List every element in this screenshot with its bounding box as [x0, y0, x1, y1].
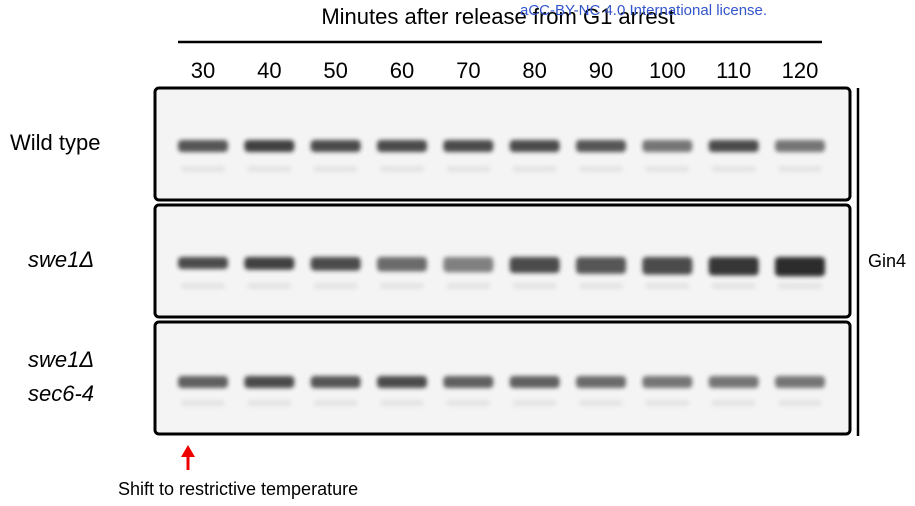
- band: [576, 257, 626, 274]
- band: [509, 140, 560, 152]
- timepoint-label: 60: [390, 58, 414, 83]
- band: [178, 376, 228, 388]
- band: [244, 140, 295, 152]
- band: [178, 140, 228, 152]
- faint-band: [778, 166, 822, 172]
- faint-band: [579, 166, 623, 172]
- band: [443, 140, 494, 152]
- band: [509, 257, 560, 273]
- faint-band: [711, 400, 756, 406]
- row-label: swe1Δ: [28, 247, 94, 272]
- band: [576, 140, 626, 152]
- band: [244, 376, 295, 388]
- timepoint-label: 50: [323, 58, 347, 83]
- band: [178, 257, 228, 269]
- faint-band: [778, 283, 822, 289]
- band: [775, 140, 825, 152]
- faint-band: [380, 283, 424, 289]
- faint-band: [512, 166, 557, 172]
- row-label: sec6-4: [28, 381, 94, 406]
- band: [708, 376, 759, 388]
- faint-band: [380, 400, 424, 406]
- faint-band: [247, 283, 292, 289]
- faint-band: [313, 400, 358, 406]
- header-title: Minutes after release from G1 arrest: [321, 4, 674, 29]
- band: [244, 257, 295, 270]
- arrow-head: [181, 445, 195, 457]
- faint-band: [579, 283, 623, 289]
- faint-band: [181, 283, 225, 289]
- timepoint-label: 90: [589, 58, 613, 83]
- band: [642, 376, 693, 388]
- band: [443, 376, 494, 388]
- timepoint-label: 120: [782, 58, 819, 83]
- row-label: swe1Δ: [28, 347, 94, 372]
- band: [310, 376, 361, 388]
- faint-band: [446, 400, 491, 406]
- faint-band: [446, 166, 491, 172]
- faint-band: [512, 283, 557, 289]
- band: [509, 376, 560, 388]
- band: [443, 257, 494, 273]
- faint-band: [247, 400, 292, 406]
- timepoint-label: 80: [522, 58, 546, 83]
- faint-band: [247, 166, 292, 172]
- faint-band: [778, 400, 822, 406]
- band: [708, 140, 759, 152]
- faint-band: [645, 283, 690, 289]
- antibody-label: Gin4: [868, 251, 906, 271]
- faint-band: [380, 166, 424, 172]
- row-label: Wild type: [10, 130, 100, 155]
- band: [576, 376, 626, 388]
- faint-band: [645, 166, 690, 172]
- band: [642, 140, 693, 152]
- faint-band: [645, 400, 690, 406]
- band: [377, 376, 427, 388]
- band: [377, 140, 427, 152]
- band: [775, 257, 825, 277]
- band: [642, 257, 693, 275]
- band: [708, 257, 759, 276]
- band: [377, 257, 427, 272]
- timepoint-label: 110: [716, 58, 751, 83]
- faint-band: [446, 283, 491, 289]
- license-text: aCC-BY-NC 4.0 International license.: [520, 2, 767, 19]
- timepoint-label: 70: [456, 58, 480, 83]
- faint-band: [711, 283, 756, 289]
- faint-band: [512, 400, 557, 406]
- faint-band: [579, 400, 623, 406]
- annotation: Shift to restrictive temperature: [118, 479, 358, 499]
- band: [775, 376, 825, 388]
- faint-band: [313, 283, 358, 289]
- faint-band: [711, 166, 756, 172]
- timepoint-label: 100: [649, 58, 686, 83]
- faint-band: [313, 166, 358, 172]
- timepoint-label: 30: [191, 58, 215, 83]
- faint-band: [181, 400, 225, 406]
- band: [310, 140, 361, 152]
- timepoint-label: 40: [257, 58, 281, 83]
- band: [310, 257, 361, 271]
- faint-band: [181, 166, 225, 172]
